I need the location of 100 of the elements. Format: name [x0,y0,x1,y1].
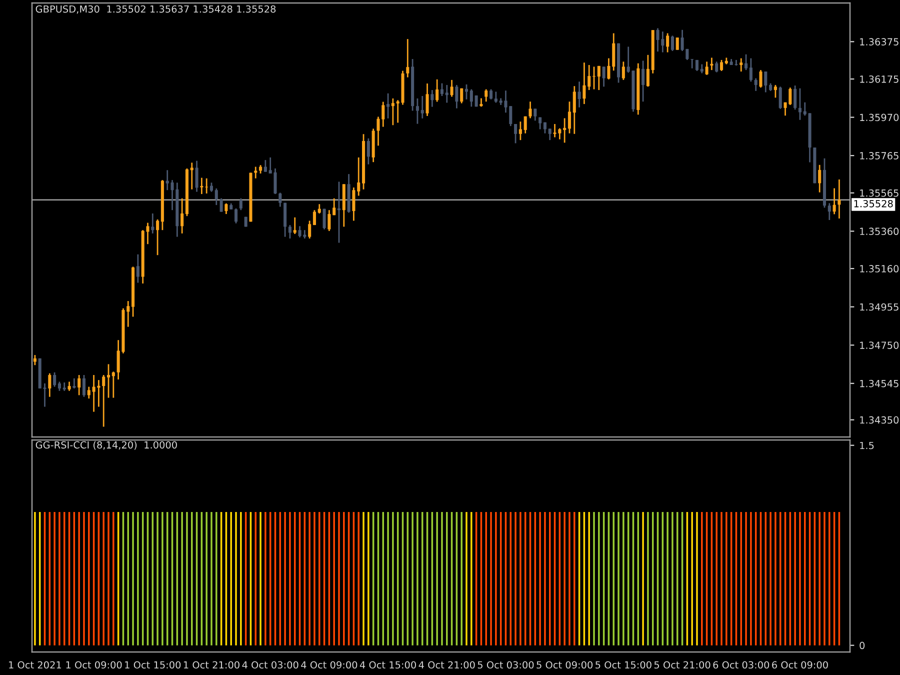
x-tick-label: 5 Oct 03:00 [478,661,534,669]
x-tick-label: 5 Oct 21:00 [654,661,710,669]
candlestick [764,70,768,93]
candlestick [597,65,600,91]
y-tick-label: 0 [860,642,865,650]
y-tick-label: 1.36375 [860,38,898,46]
candlestick [220,198,223,212]
candlestick [563,118,566,144]
candlestick [798,88,802,121]
candlestick [288,224,292,240]
candlestick [740,58,743,72]
candlestick [568,100,572,134]
candlestick [284,202,287,238]
candlestick [278,192,282,208]
candlestick [715,60,718,73]
candlestick [200,177,204,195]
candlestick [774,84,777,98]
candlestick [420,95,424,120]
candlestick [720,59,724,72]
x-tick-label: 4 Oct 03:00 [242,661,298,669]
x-tick-label: 5 Oct 09:00 [536,661,593,669]
candlestick [455,84,458,110]
candlestick [534,108,537,122]
candlestick [676,36,679,51]
candlestick [838,178,841,220]
candlestick [436,78,439,102]
x-tick-label: 6 Oct 09:00 [772,661,828,669]
y-tick-label: 1.34955 [860,303,898,311]
candlestick [572,85,576,135]
candlestick [484,88,488,102]
candlestick [470,88,473,108]
candlestick [58,381,61,392]
chart-title: GG-RSI-CCI (8,14,20) 1.0000 [36,441,177,450]
candlestick [705,60,708,76]
x-tick-label: 4 Oct 15:00 [360,661,416,669]
candlestick [53,372,56,388]
y-tick-label: 1.35970 [860,114,899,122]
candlestick [366,138,370,166]
candlestick [112,370,115,398]
y-tick-label: 1.34545 [860,380,898,388]
candlestick [612,32,616,72]
x-tick-label: 1 Oct 09:00 [66,661,122,669]
y-tick-label: 1.36175 [860,75,898,83]
candlestick [136,254,140,284]
candlestick [376,116,380,146]
candlestick [602,66,606,88]
candlestick [828,202,831,221]
candlestick [352,186,356,222]
candlestick [494,91,498,104]
candlestick [234,208,238,224]
candlestick [87,386,90,400]
candlestick [72,378,76,390]
candlestick [524,116,527,134]
candlestick [382,101,385,128]
candlestick [190,162,194,190]
candlestick [794,84,797,110]
x-tick-label: 1 Oct 21:00 [184,661,240,669]
candlestick [254,166,258,180]
candlestick [440,82,444,97]
candlestick [391,98,394,126]
x-tick-label: 4 Oct 09:00 [301,661,358,669]
y-tick-label: 1.35160 [860,265,899,272]
candlestick [490,88,493,100]
candlestick [710,57,714,71]
candlestick [264,159,267,173]
candlestick [322,208,326,230]
candlestick [582,62,586,105]
y-tick-label: 1.35765 [860,152,898,160]
candlestick [308,220,312,240]
candlestick [744,54,748,71]
candlestick [670,34,674,52]
candlestick [832,188,836,215]
candlestick [195,160,198,192]
candlestick [48,372,52,398]
candlestick [518,120,522,141]
x-tick-label: 4 Oct 21:00 [418,661,475,669]
candlestick [106,363,110,398]
candlestick [754,78,758,92]
candlestick [528,100,532,119]
y-tick-label: 1.34350 [860,416,899,424]
candlestick [460,88,464,104]
candlestick [646,54,650,88]
candlestick [126,300,130,328]
y-tick-label: 1.5 [860,442,874,450]
y-tick-label: 1.34750 [860,342,899,349]
candlestick [78,374,81,396]
candlestick [430,89,434,108]
candlestick [151,212,154,234]
candlestick [210,182,214,192]
candlestick [450,79,454,98]
candlestick [406,38,410,78]
candlestick [818,164,822,194]
candlestick [239,198,242,211]
candlestick [778,86,782,110]
candlestick [416,98,419,125]
candlestick [588,64,591,91]
candlestick [293,216,296,235]
candlestick [759,69,762,88]
candlestick [666,32,670,53]
y-tick-label: 1.35360 [860,228,899,236]
